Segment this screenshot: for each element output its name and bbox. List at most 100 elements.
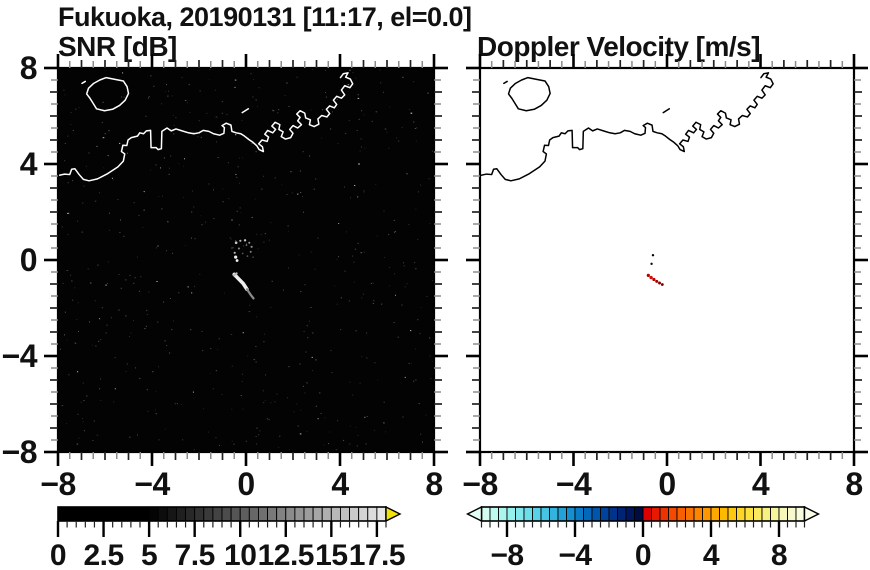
colorbar-cell	[175, 506, 187, 522]
colorbar-cell	[710, 506, 720, 522]
colorbar-cell	[93, 506, 105, 522]
colorbar-cell	[239, 506, 250, 522]
colorbar-cell	[121, 506, 132, 522]
colorbar-cell	[349, 506, 360, 522]
colorbar-cell	[294, 506, 305, 522]
colorbar-cell	[761, 506, 771, 522]
y-tick-label: 0	[20, 242, 37, 278]
x-tick-label: −8	[462, 466, 497, 502]
y-tick-label: −8	[2, 434, 37, 470]
echo-returns	[231, 239, 255, 300]
colorbar-cell	[736, 506, 746, 522]
colorbar-cell	[230, 506, 241, 522]
colorbar-cell	[625, 506, 635, 522]
echo-returns	[646, 254, 664, 286]
colorbar-cell	[84, 506, 95, 522]
colorbar-cell	[617, 506, 627, 522]
echo-streak	[245, 288, 255, 300]
echo-dot	[651, 254, 655, 257]
colorbar-cells	[57, 506, 387, 522]
colorbar-cell	[212, 506, 223, 522]
colorbar-tick-label: 7.5	[175, 539, 215, 570]
colorbar-cell	[57, 506, 68, 522]
colorbar-cell	[753, 506, 763, 522]
colorbar-cell	[523, 506, 533, 522]
colorbar-cell	[608, 506, 618, 522]
colorbar-cells	[481, 506, 805, 522]
colorbar-cell	[221, 506, 232, 522]
figure-title: Fukuoka, 20190131 [11:17, el=0.0]	[58, 2, 472, 32]
axis-ticks	[44, 54, 448, 466]
axis-ticks	[466, 54, 868, 466]
snr-panel-plot-area	[58, 69, 434, 452]
echo-streak	[232, 272, 238, 277]
echo-dot	[660, 283, 664, 286]
colorbar-cell	[75, 506, 86, 522]
colorbar-cell	[787, 506, 797, 522]
underflow-arrow	[465, 505, 483, 523]
doppler-panel-title: Doppler Velocity [m/s]	[477, 31, 761, 62]
colorbar-cell	[600, 506, 610, 522]
colorbar-tick-label: 8	[771, 539, 787, 570]
colorbar-ticks	[56, 521, 387, 537]
echo-dot	[649, 275, 653, 280]
echo-streak	[232, 272, 249, 292]
colorbar-cell	[778, 506, 788, 522]
y-tick-label: −4	[2, 338, 38, 374]
snr-panel-background	[58, 68, 434, 452]
x-tick-label: 0	[237, 466, 254, 502]
echo-dot	[245, 244, 248, 247]
colorbar-ticks	[480, 521, 806, 537]
colorbar-cell	[498, 506, 508, 522]
colorbar-cell	[795, 506, 805, 522]
snr-colorbar: 0 2.5 5 7.5 10 12.5 15 17.5	[50, 505, 406, 570]
x-tick-label: 8	[845, 466, 862, 502]
y-axis-labels: 8 4 0 −4 −8	[2, 50, 39, 470]
colorbar-cell	[157, 506, 168, 522]
colorbar-cell	[685, 506, 695, 522]
colorbar-tick-label: 2.5	[83, 539, 123, 570]
colorbar-cell	[481, 506, 491, 522]
x-axis-labels: −8 −4 0 4 8	[462, 466, 863, 502]
colorbar-tick-label: 0	[635, 539, 651, 570]
x-axis-labels: −8 −4 0 4 8	[40, 466, 443, 502]
colorbar-tick-label: 10	[224, 539, 256, 570]
colorbar-cell	[257, 506, 269, 522]
colorbar-cell	[676, 506, 686, 522]
echo-dot	[658, 281, 662, 285]
colorbar-cell	[367, 506, 378, 522]
colorbar-tick-label: −4	[558, 539, 592, 570]
colorbar-cell	[659, 506, 669, 522]
echo-dot	[248, 241, 251, 244]
echo-dot	[241, 252, 244, 255]
colorbar-cell	[376, 506, 387, 522]
colorbar-cell	[583, 506, 593, 522]
colorbar-tick-label: 17.5	[349, 539, 405, 570]
colorbar-tick-label: 4	[703, 539, 720, 570]
overflow-arrow	[385, 505, 402, 523]
colorbar-cell	[770, 506, 780, 522]
colorbar-cell	[194, 506, 205, 522]
colorbar-cell	[668, 506, 678, 522]
colorbar-cell	[566, 506, 576, 522]
coastline	[58, 73, 353, 181]
echo-dot	[650, 262, 653, 266]
y-tick-label: 4	[20, 146, 38, 182]
echo-dot	[231, 247, 233, 249]
doppler-panel-background	[480, 68, 854, 452]
doppler-colorbar: −8 −4 0 4 8	[465, 505, 821, 570]
echo-dot	[655, 279, 659, 283]
colorbar-cell	[112, 506, 123, 522]
echo-dot	[652, 277, 656, 282]
echo-dot	[243, 239, 247, 242]
colorbar-tick-label: 12.5	[258, 539, 314, 570]
colorbar-cell	[203, 506, 214, 522]
coastline	[480, 73, 773, 181]
y-tick-label: 8	[20, 50, 37, 86]
colorbar-tick-label: 15	[315, 539, 347, 570]
colorbar-cell	[130, 506, 141, 522]
echo-dot	[233, 251, 236, 254]
colorbar-cell	[185, 506, 196, 522]
overflow-arrow	[803, 505, 821, 523]
